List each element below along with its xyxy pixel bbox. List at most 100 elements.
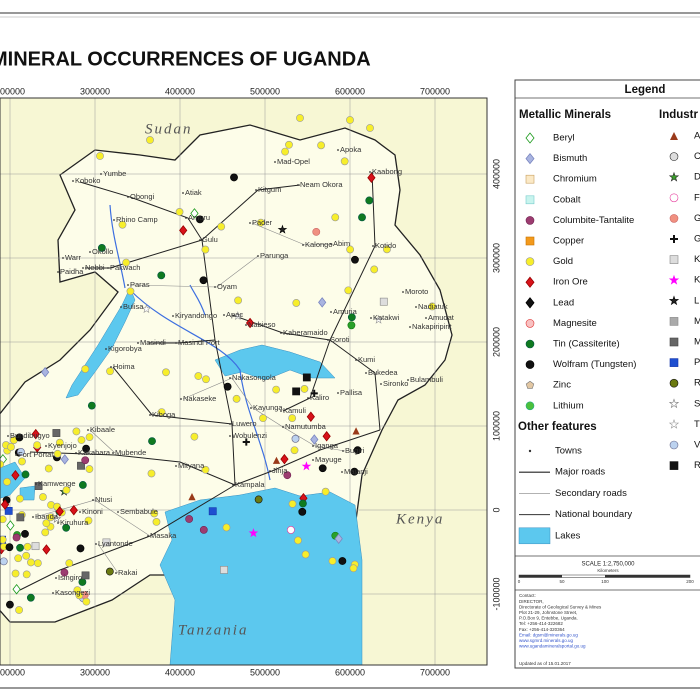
map-border: [0, 97, 488, 666]
symbol: [77, 436, 86, 444]
symbol: [22, 551, 31, 560]
symbol: [31, 428, 40, 440]
town-dot: [45, 445, 47, 447]
symbol: [42, 519, 51, 528]
symbol: [525, 195, 535, 205]
map-title: MINERAL OCCURRENCES OF UGANDA: [0, 48, 371, 70]
symbol: [190, 208, 199, 219]
symbol: [223, 382, 232, 391]
town-dot: [137, 342, 139, 344]
place-label: Namutumba: [285, 422, 327, 431]
symbol: [60, 568, 69, 577]
symbol: [525, 360, 535, 369]
legend-item: Columbite-Tantalite: [553, 215, 634, 226]
place-label: Kaliro: [310, 393, 329, 402]
road: [129, 255, 259, 288]
symbol: [62, 523, 71, 532]
town-dot: [342, 450, 344, 452]
symbol: [175, 208, 184, 216]
x-tick-label: 300000: [80, 667, 110, 677]
place-label: Nakaseke: [183, 394, 216, 403]
symbol: [347, 321, 356, 330]
symbol: [16, 494, 24, 503]
town-dot: [175, 342, 177, 344]
contact-line: Email: dgsm@minerals.go.ug: [519, 632, 578, 637]
town-dot: [337, 392, 339, 394]
river: [109, 204, 126, 289]
symbol: [82, 597, 91, 606]
town-dot: [15, 454, 17, 456]
lake: [159, 487, 363, 665]
symbol: [301, 461, 312, 471]
place-label: Kamwenge: [38, 479, 76, 488]
scale-tick-label: 200: [686, 579, 694, 584]
place-label: Luwero: [232, 419, 257, 428]
symbol: [15, 606, 23, 614]
symbol: [669, 152, 679, 161]
place-label: Apac: [226, 310, 243, 319]
town-dot: [52, 592, 54, 594]
place-label: Lyantonde: [98, 539, 133, 548]
symbol: [53, 449, 62, 458]
town-dot: [117, 511, 119, 513]
symbol: [318, 297, 327, 308]
town-dot: [365, 372, 367, 374]
symbol: [669, 214, 679, 223]
symbol: [46, 513, 55, 522]
symbol: [272, 456, 281, 464]
symbol: [350, 467, 359, 476]
symbol: [16, 543, 24, 552]
town-dot: [72, 180, 74, 182]
legend-symbol: [518, 527, 551, 545]
symbol: [97, 244, 106, 252]
town-dot: [255, 189, 257, 191]
place-label: Hoima: [113, 362, 136, 371]
symbol: [188, 493, 196, 501]
symbol: [668, 171, 680, 182]
symbol: [310, 389, 318, 397]
town-dot: [175, 465, 177, 467]
symbol: [668, 418, 680, 429]
legend-item: Lithium: [553, 400, 584, 411]
town-dot: [79, 511, 81, 513]
symbol: [310, 434, 319, 445]
symbol: [150, 509, 159, 518]
town-dot: [62, 257, 64, 259]
symbol: [294, 536, 302, 545]
symbol: [340, 157, 349, 166]
road: [19, 484, 236, 591]
place-label: Kibaale: [90, 425, 115, 434]
symbol: [242, 438, 250, 446]
symbol: [141, 304, 152, 314]
town-dot: [249, 222, 251, 224]
x-tick-label: 300000: [80, 86, 110, 96]
symbol: [15, 433, 24, 442]
legend-item: K: [694, 254, 700, 265]
place-label: Atiak: [185, 188, 202, 197]
legend-item: Copper: [553, 236, 584, 247]
place-label: Bukedea: [368, 368, 398, 377]
place-label: Majanji: [344, 467, 368, 476]
legend-heading: Metallic Minerals: [519, 109, 611, 121]
symbol: [185, 515, 194, 523]
town-dot: [407, 379, 409, 381]
contact-line: P.O.Box 9, Entebbe, Uganda.: [519, 616, 578, 621]
place-label: Nakapiripirit: [412, 322, 453, 331]
symbol: [0, 557, 8, 566]
place-label: Oyam: [217, 282, 237, 291]
symbol: [17, 448, 25, 456]
symbol: [106, 367, 114, 376]
town-dot: [330, 311, 332, 313]
place-label: Kamuli: [283, 406, 306, 415]
symbol: [525, 132, 535, 144]
legend-item: Cobalt: [553, 194, 581, 205]
symbol: [358, 213, 366, 222]
town-dot: [250, 407, 252, 409]
symbol: [383, 245, 391, 254]
symbol: [11, 569, 20, 578]
place-label: Kiryandongo: [175, 311, 217, 320]
legend-item: Beryl: [553, 133, 575, 144]
place-label: Paidha: [60, 267, 84, 276]
place-label: Amudat: [428, 313, 455, 322]
